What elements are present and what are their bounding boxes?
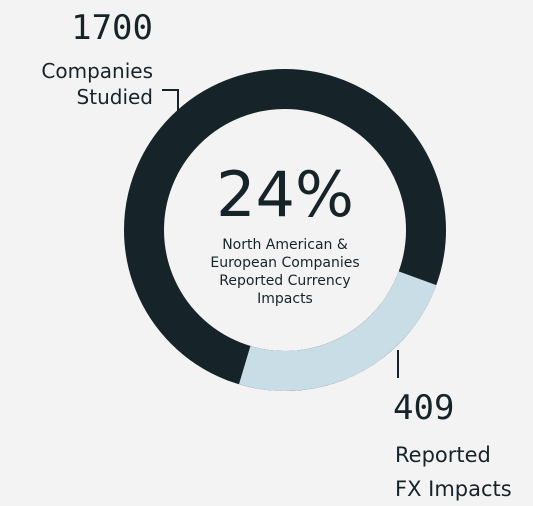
segment-value: 409 (393, 388, 455, 428)
total-label: Companies Studied (41, 59, 153, 109)
segment-label: Reported FX Impacts (395, 443, 512, 501)
center-percent: 24% (216, 158, 354, 231)
leader-line (162, 89, 179, 116)
center-text: North American & European Companies Repo… (210, 237, 360, 307)
donut-segment (238, 270, 437, 391)
total-value: 1700 (71, 8, 153, 48)
